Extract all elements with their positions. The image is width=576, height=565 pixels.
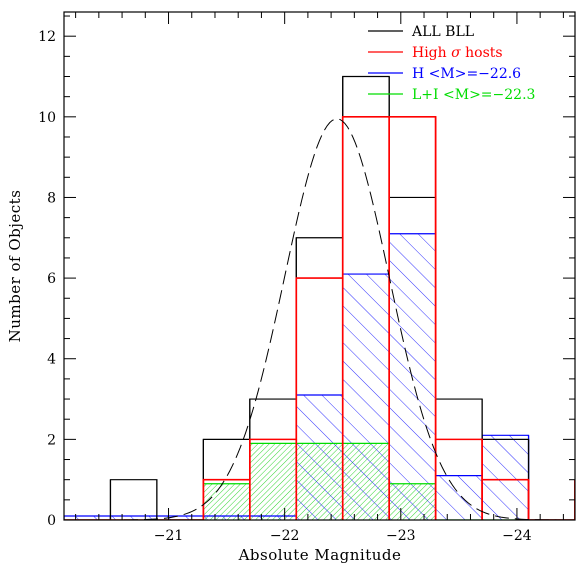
h-m-22-6-bar-1 [110,515,157,520]
legend-label-1: High σ hosts [412,45,503,61]
l-i-m-22-3-bar-7 [389,483,436,520]
y-tick-label: 10 [38,110,56,126]
h-m-22-6-bar-8 [435,475,483,520]
legend-label-pre: H <M>=−22.6 [412,66,521,82]
h-m-22-6-bar-2 [156,515,204,520]
legend-label-2: H <M>=−22.6 [412,66,521,82]
x-axis-label: Absolute Magnitude [238,546,402,564]
gaussian-fit-curve [64,118,575,520]
h-m-22-6-bar-9 [482,435,529,520]
y-tick-label: 6 [47,271,56,287]
legend-label-pre: L+I <M>=−22.3 [412,87,535,103]
y-tick-label: 8 [47,190,56,206]
legend-label-0: ALL BLL [411,24,474,40]
legend-label-symbol: σ [451,45,461,61]
x-tick-label: −24 [502,528,532,544]
hatch-fill-layer [64,233,529,520]
l-i-m-22-3-bar-4 [249,443,297,520]
y-tick-label: 2 [47,432,56,448]
tick-labels: 0 2 4 6 8 10 12 −21 −22 −23 −24 [38,29,532,544]
plot-frame [63,11,576,521]
legend: ALL BLL High σ hosts H <M>=−22.6 L+I <M>=−2… [368,24,535,103]
legend-label-pre: ALL BLL [411,24,474,40]
l-i-m-22-3-bar-5 [296,443,343,520]
gaussian-fit-layer [64,118,575,520]
y-tick-label: 4 [47,352,56,368]
legend-label-pre: High [412,45,451,61]
x-tick-label: −22 [270,528,300,544]
legend-label-3: L+I <M>=−22.3 [412,87,535,103]
x-tick-label: −21 [154,528,184,544]
x-tick-label: −23 [386,528,416,544]
step-lines-layer [64,75,575,520]
y-tick-label: 12 [38,29,56,45]
y-axis-label: Number of Objects [6,190,24,343]
legend-label-post: hosts [461,45,503,61]
l-i-m-22-3-bar-3 [203,483,250,520]
l-i-m-22-3-bar-6 [342,443,390,520]
axis-ticks [64,12,575,521]
y-tick-label: 0 [47,513,56,529]
h-m-22-6-bar-0 [64,515,111,520]
